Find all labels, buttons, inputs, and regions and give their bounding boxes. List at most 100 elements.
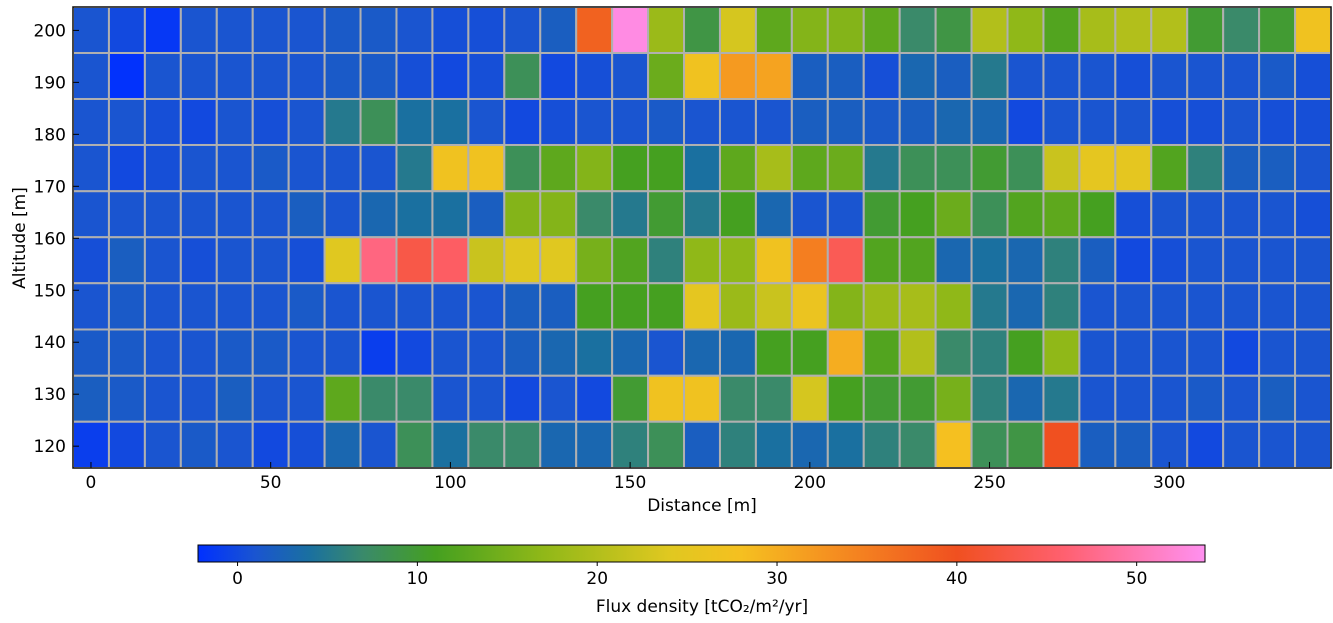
heatmap-cell <box>611 190 650 239</box>
heatmap-cell <box>934 143 973 193</box>
heatmap-cell <box>1042 236 1081 285</box>
heatmap-cell <box>970 51 1009 100</box>
heatmap-cell <box>1258 420 1297 469</box>
x-tick-label: 50 <box>260 473 282 493</box>
heatmap-cell <box>1042 420 1081 469</box>
heatmap-cell <box>718 282 757 331</box>
heatmap-cell <box>826 420 865 469</box>
heatmap-cell <box>1078 143 1117 193</box>
heatmap-cell <box>431 374 470 423</box>
heatmap-cell <box>970 328 1009 377</box>
heatmap-cell <box>107 282 146 331</box>
heatmap-cell <box>287 143 326 193</box>
heatmap-cell <box>72 420 110 469</box>
heatmap-cell <box>1042 282 1081 331</box>
heatmap-cell <box>431 328 470 377</box>
heatmap-cell <box>72 97 110 146</box>
heatmap-cell <box>862 420 901 469</box>
heatmap-cell <box>647 143 686 193</box>
heatmap-cell <box>898 51 937 100</box>
heatmap-cell <box>1186 420 1225 469</box>
heatmap-cell <box>215 51 254 100</box>
heatmap-cell <box>1042 190 1081 239</box>
heatmap-cell <box>1186 328 1225 377</box>
heatmap-cell <box>539 282 578 331</box>
heatmap-cell <box>754 236 793 285</box>
heatmap-cell <box>1150 236 1189 285</box>
x-tick-label: 200 <box>794 473 826 493</box>
heatmap-cell <box>790 6 829 54</box>
heatmap-cell <box>647 190 686 239</box>
heatmap-cell <box>1078 374 1117 423</box>
heatmap-cell <box>215 420 254 469</box>
heatmap-cell <box>683 282 721 331</box>
heatmap-cell <box>647 420 686 469</box>
heatmap-cell <box>683 97 721 146</box>
heatmap-cell <box>1258 6 1297 54</box>
heatmap-cell <box>1294 51 1332 100</box>
heatmap-cell <box>1186 143 1225 193</box>
heatmap-cell <box>287 328 326 377</box>
y-tick-label: 190 <box>34 73 66 93</box>
heatmap-cell <box>72 51 110 100</box>
heatmap-cell <box>1258 328 1297 377</box>
heatmap-cell <box>107 143 146 193</box>
heatmap-cell <box>1078 190 1117 239</box>
y-tick-label: 170 <box>34 177 66 197</box>
heatmap-cell <box>970 97 1009 146</box>
colorbar-tick-label: 40 <box>946 569 968 589</box>
heatmap-cell <box>1006 236 1045 285</box>
heatmap-cell <box>970 6 1009 54</box>
colorbar-tick-label: 10 <box>407 569 429 589</box>
heatmap-cell <box>359 190 398 239</box>
heatmap-cell <box>359 374 398 423</box>
heatmap-cell <box>539 236 578 285</box>
colorbar-tick-label: 50 <box>1126 569 1148 589</box>
heatmap-cell <box>467 97 506 146</box>
heatmap-cell <box>431 190 470 239</box>
heatmap-cell <box>718 236 757 285</box>
heatmap-cell <box>395 328 434 377</box>
heatmap-cell <box>1150 282 1189 331</box>
heatmap-cell <box>683 51 721 100</box>
heatmap-cell <box>1258 97 1297 146</box>
heatmap-cell <box>287 282 326 331</box>
heatmap-cell <box>539 6 578 54</box>
heatmap-cell <box>215 282 254 331</box>
heatmap-cell <box>359 282 398 331</box>
heatmap-cell <box>1114 143 1153 193</box>
x-tick-label: 100 <box>434 473 466 493</box>
heatmap-cell <box>683 6 721 54</box>
heatmap-cell <box>898 6 937 54</box>
heatmap-cell <box>934 51 973 100</box>
heatmap-cell <box>143 6 182 54</box>
heatmap-cell <box>575 420 614 469</box>
heatmap-cell <box>72 236 110 285</box>
heatmap-cell <box>1150 374 1189 423</box>
heatmap-cell <box>862 190 901 239</box>
heatmap-cell <box>970 282 1009 331</box>
heatmap-cell <box>754 6 793 54</box>
heatmap-cell <box>1294 236 1332 285</box>
heatmap-cell <box>539 420 578 469</box>
heatmap-cell <box>395 236 434 285</box>
heatmap-cell <box>1078 51 1117 100</box>
heatmap-cell <box>179 51 218 100</box>
heatmap-cell <box>1114 236 1153 285</box>
heatmap-cell <box>575 190 614 239</box>
heatmap-cell <box>934 282 973 331</box>
heatmap-cell <box>826 51 865 100</box>
heatmap-cell <box>323 328 362 377</box>
heatmap-cell <box>647 374 686 423</box>
heatmap-cell <box>862 6 901 54</box>
heatmap-cell <box>143 236 182 285</box>
heatmap-cell <box>754 328 793 377</box>
heatmap-cell <box>539 143 578 193</box>
heatmap-cell <box>790 190 829 239</box>
heatmap-cell <box>683 236 721 285</box>
heatmap-cell <box>575 328 614 377</box>
heatmap-cell <box>503 374 542 423</box>
heatmap-cell <box>503 97 542 146</box>
heatmap-cell <box>611 374 650 423</box>
heatmap-cell <box>862 51 901 100</box>
